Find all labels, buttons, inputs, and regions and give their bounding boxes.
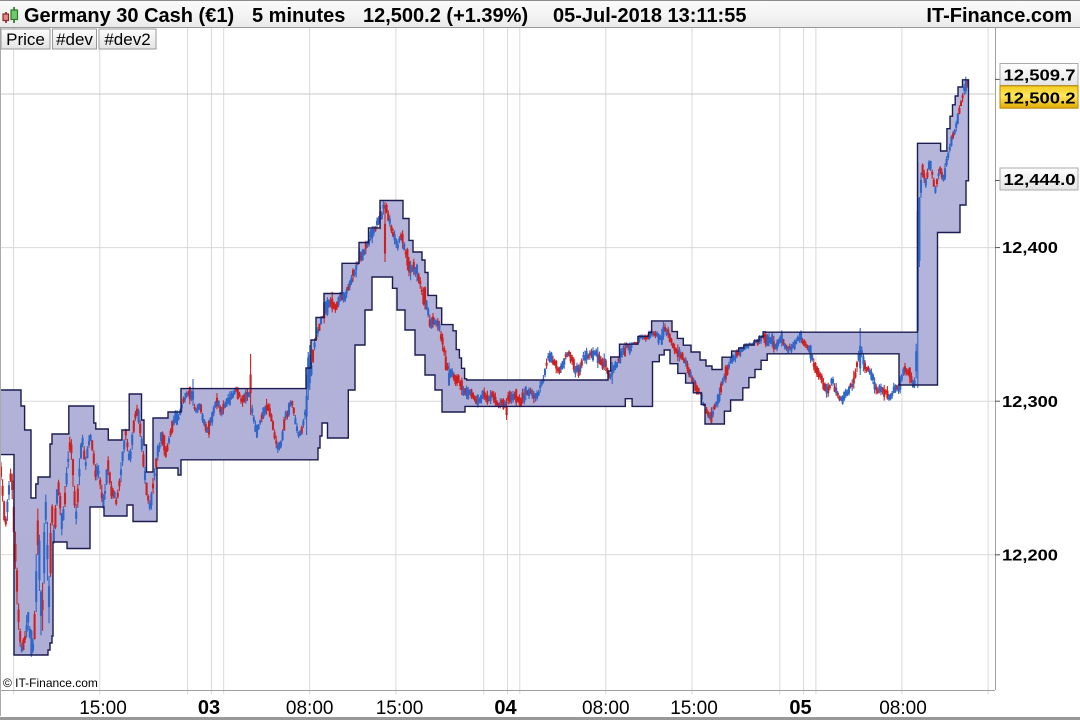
svg-text:12,500.2 (+1.39%): 12,500.2 (+1.39%) bbox=[363, 5, 528, 27]
svg-text:12,300: 12,300 bbox=[1002, 394, 1058, 411]
svg-text:04: 04 bbox=[494, 697, 517, 719]
svg-text:08:00: 08:00 bbox=[582, 698, 630, 719]
svg-text:Price: Price bbox=[6, 30, 45, 49]
svg-text:12,509.7: 12,509.7 bbox=[1004, 68, 1076, 85]
svg-text:12,444.0: 12,444.0 bbox=[1004, 172, 1076, 189]
svg-text:#dev: #dev bbox=[56, 30, 93, 49]
svg-text:5 minutes: 5 minutes bbox=[252, 5, 345, 27]
svg-text:05: 05 bbox=[789, 697, 811, 719]
svg-text:IT-Finance.com: IT-Finance.com bbox=[926, 5, 1072, 27]
svg-text:08:00: 08:00 bbox=[286, 698, 334, 719]
svg-text:05-Jul-2018 13:11:55: 05-Jul-2018 13:11:55 bbox=[553, 5, 746, 27]
svg-text:Germany 30 Cash (€1): Germany 30 Cash (€1) bbox=[24, 5, 234, 27]
svg-text:15:00: 15:00 bbox=[79, 698, 127, 719]
svg-text:08:00: 08:00 bbox=[879, 698, 927, 719]
svg-text:12,500.2: 12,500.2 bbox=[1004, 90, 1076, 107]
svg-text:15:00: 15:00 bbox=[670, 698, 718, 719]
svg-text:#dev2: #dev2 bbox=[104, 30, 150, 49]
svg-text:12,400: 12,400 bbox=[1002, 240, 1058, 257]
svg-text:03: 03 bbox=[198, 697, 220, 719]
svg-text:© IT-Finance.com: © IT-Finance.com bbox=[3, 676, 98, 690]
svg-text:12,200: 12,200 bbox=[1002, 547, 1058, 564]
svg-text:15:00: 15:00 bbox=[376, 698, 424, 719]
